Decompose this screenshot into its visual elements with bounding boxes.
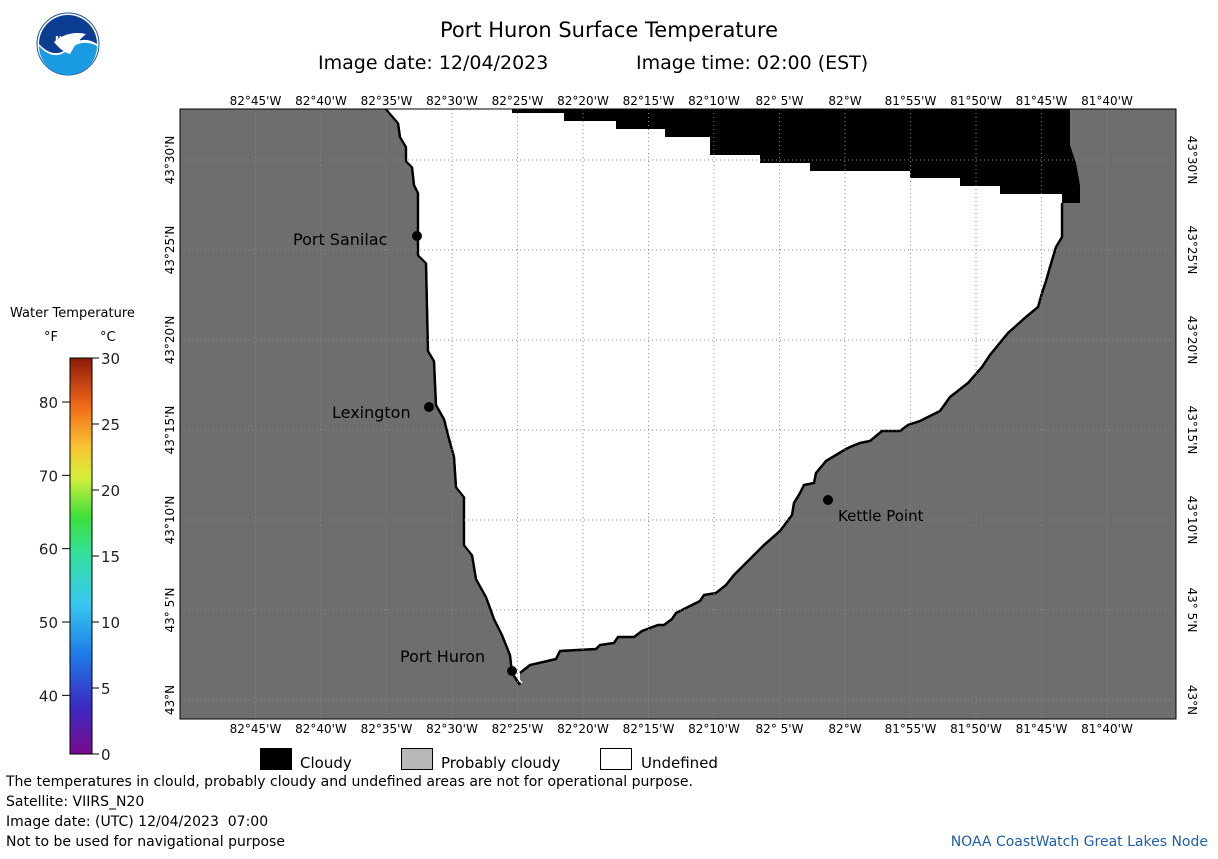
lat-label-right: 43°10'N <box>1185 496 1199 545</box>
colorbar-c-label: 20 <box>101 482 120 500</box>
lon-label-top: 82°20'W <box>557 94 609 108</box>
colorbar-f-label: 80 <box>39 394 58 412</box>
lon-label-top: 82°10'W <box>688 94 740 108</box>
lat-label-left: 43°15'N <box>163 406 177 455</box>
lon-label-bottom: 82°W <box>828 722 861 736</box>
colorbar-f-label: 70 <box>39 467 58 485</box>
lat-label-right: 43° 5'N <box>1185 588 1199 633</box>
noaa-logo-text: NOAA <box>55 35 81 44</box>
noaa-logo: NOAA <box>36 12 100 76</box>
satellite-text: Satellite: VIIRS_N20 <box>6 794 145 810</box>
legend-probably-cloudy-swatch <box>401 748 433 770</box>
city-marker-lexington <box>424 402 434 412</box>
city-marker-port-huron <box>507 666 517 676</box>
lon-label-bottom: 82°20'W <box>557 722 609 736</box>
lon-label-bottom: 82°40'W <box>295 722 347 736</box>
lon-label-bottom: 82°15'W <box>623 722 675 736</box>
lon-label-top: 82°30'W <box>426 94 478 108</box>
lat-label-right: 43°15'N <box>1185 406 1199 455</box>
colorbar-c-label: 0 <box>101 746 111 764</box>
lon-label-top: 81°40'W <box>1081 94 1133 108</box>
legend-probably-cloudy-label: Probably cloudy <box>441 754 561 772</box>
lon-label-top: 82°35'W <box>361 94 413 108</box>
lat-label-left: 43°30'N <box>163 136 177 185</box>
lon-label-bottom: 82°45'W <box>230 722 282 736</box>
lon-label-top: 81°50'W <box>950 94 1002 108</box>
credit-text: NOAA CoastWatch Great Lakes Node <box>950 834 1208 850</box>
lon-label-bottom: 81°45'W <box>1016 722 1068 736</box>
image-time-label: Image time: 02:00 (EST) <box>636 52 869 74</box>
lon-label-bottom: 82°30'W <box>426 722 478 736</box>
legend-undefined-swatch <box>600 748 632 770</box>
colorbar-unit-c: °C <box>100 330 116 345</box>
lon-label-bottom: 82°10'W <box>688 722 740 736</box>
map-title: Port Huron Surface Temperature <box>439 18 779 42</box>
colorbar-unit-f: °F <box>44 330 58 345</box>
colorbar-c-label: 5 <box>101 680 111 698</box>
lon-label-bottom: 81°50'W <box>950 722 1002 736</box>
lat-label-right: 43°30'N <box>1185 136 1199 185</box>
lon-label-bottom: 81°40'W <box>1081 722 1133 736</box>
lon-label-top: 82°40'W <box>295 94 347 108</box>
lat-label-left: 43° 5'N <box>163 588 177 633</box>
city-label-port-huron: Port Huron <box>400 647 485 666</box>
lat-label-left: 43°10'N <box>163 496 177 545</box>
east-land <box>520 109 1176 719</box>
legend-undefined-label: Undefined <box>641 754 718 772</box>
lon-label-top: 81°55'W <box>885 94 937 108</box>
utc-date-text: Image date: (UTC) 12/04/2023 07:00 <box>6 814 269 830</box>
city-marker-kettle-point <box>823 495 833 505</box>
lon-label-top: 82°W <box>828 94 861 108</box>
colorbar-c-label: 25 <box>101 416 120 434</box>
legend-cloudy-swatch <box>260 748 292 770</box>
disclaimer-text: The temperatures in clould, probably clo… <box>6 774 693 790</box>
colorbar-f-label: 50 <box>39 614 58 632</box>
lon-label-bottom: 82°25'W <box>492 722 544 736</box>
lon-label-bottom: 82° 5'W <box>756 722 804 736</box>
lon-label-bottom: 82°35'W <box>361 722 413 736</box>
lat-label-left: 43°25'N <box>163 226 177 275</box>
colorbar-f-label: 40 <box>39 687 58 705</box>
lon-label-top: 82°25'W <box>492 94 544 108</box>
lat-label-left: 43°N <box>163 685 177 715</box>
city-marker-port-sanilac <box>412 231 422 241</box>
image-date-label: Image date: 12/04/2023 <box>318 52 549 74</box>
lon-label-top: 82°45'W <box>230 94 282 108</box>
colorbar-title: Water Temperature <box>10 306 135 321</box>
lat-label-right: 43°20'N <box>1185 316 1199 365</box>
west-land <box>180 109 520 719</box>
cloudy-area <box>512 109 1080 203</box>
lat-label-left: 43°20'N <box>163 316 177 365</box>
city-label-kettle-point: Kettle Point <box>838 507 924 525</box>
colorbar-c-label: 30 <box>101 350 120 368</box>
lon-label-bottom: 81°55'W <box>885 722 937 736</box>
colorbar-f-label: 60 <box>39 541 58 559</box>
lon-label-top: 82°15'W <box>623 94 675 108</box>
colorbar-c-label: 10 <box>101 614 120 632</box>
city-label-lexington: Lexington <box>332 403 411 422</box>
lat-label-right: 43°25'N <box>1185 226 1199 275</box>
lon-label-top: 81°45'W <box>1016 94 1068 108</box>
lat-label-right: 43°N <box>1185 685 1199 715</box>
legend-cloudy-label: Cloudy <box>300 754 352 772</box>
colorbar-c-label: 15 <box>101 548 120 566</box>
lon-label-top: 82° 5'W <box>756 94 804 108</box>
map: 82°45'W 82°45'W 82°40'W 82°40'W 82°35'W 82°35… <box>163 94 1199 736</box>
city-label-port-sanilac: Port Sanilac <box>293 230 387 249</box>
navigation-warning: Not to be used for navigational purpose <box>6 834 285 850</box>
